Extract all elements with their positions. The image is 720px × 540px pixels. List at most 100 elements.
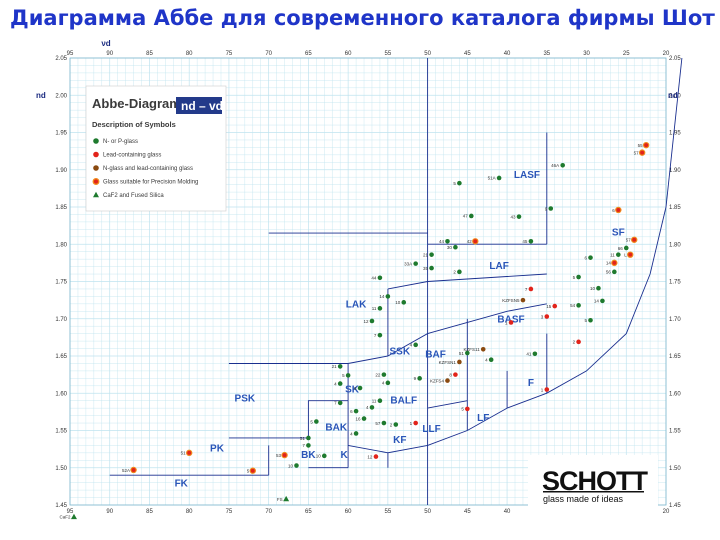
y-tick-label-right: 1.50 bbox=[669, 466, 681, 472]
y-tick-label-left: 1.80 bbox=[55, 242, 67, 248]
brand-tagline: glass made of ideas bbox=[543, 494, 624, 504]
axis-ticks: 9595909085858080757570706565606055555050… bbox=[36, 39, 681, 515]
data-point bbox=[560, 162, 565, 168]
legend-item-label: Lead-containing glass bbox=[103, 153, 161, 159]
data-point bbox=[520, 297, 526, 303]
data-point bbox=[185, 449, 193, 457]
x-tick-label-bottom: 50 bbox=[424, 509, 431, 515]
data-point-label: KZFS4 bbox=[430, 378, 445, 383]
x-tick-label-bottom: 20 bbox=[663, 509, 670, 515]
data-point-label: 44 bbox=[439, 239, 445, 244]
data-point-label: 21 bbox=[423, 252, 429, 257]
y-tick-label-left: 1.55 bbox=[55, 429, 67, 435]
data-point-label: FS bbox=[277, 497, 283, 502]
data-point-label: 14 bbox=[594, 299, 600, 304]
data-point-label: 21 bbox=[332, 364, 338, 369]
data-point bbox=[623, 245, 629, 251]
data-point-label: 1 bbox=[505, 320, 508, 325]
y-tick-label-left: 2.00 bbox=[55, 93, 67, 99]
y-tick-label-right: 1.55 bbox=[669, 429, 681, 435]
data-point bbox=[600, 298, 605, 304]
region-label-bak: BAK bbox=[325, 423, 347, 434]
data-point-label: 5 bbox=[573, 275, 576, 280]
x-tick-label-bottom: 75 bbox=[226, 509, 233, 515]
data-point-label: 6 bbox=[350, 409, 353, 414]
region-label-sf: SF bbox=[612, 227, 625, 238]
data-point bbox=[385, 294, 391, 299]
data-point bbox=[588, 317, 593, 323]
legend-box: Abbe-Diagram nd – vd Description of Symb… bbox=[85, 85, 227, 212]
legend-dot-icon bbox=[93, 165, 99, 171]
data-point-label: 7 bbox=[302, 443, 305, 448]
data-point-label: 5 bbox=[461, 407, 464, 412]
y-tick-label-right: 1.45 bbox=[669, 503, 681, 509]
y-tick-label-left: 1.50 bbox=[55, 466, 67, 472]
data-point bbox=[373, 454, 379, 459]
data-point bbox=[361, 416, 367, 421]
boundary-line bbox=[348, 444, 388, 454]
data-point bbox=[528, 238, 534, 244]
data-point bbox=[469, 213, 474, 219]
data-point-label: 14 bbox=[606, 261, 612, 266]
data-point bbox=[306, 435, 311, 441]
data-point bbox=[532, 351, 538, 357]
data-point-label: 53 bbox=[276, 453, 282, 458]
data-point-label: 4 bbox=[366, 405, 369, 410]
y-tick-label-right: 1.80 bbox=[669, 242, 681, 248]
data-point bbox=[457, 180, 462, 186]
data-point bbox=[576, 339, 581, 345]
data-point bbox=[638, 149, 646, 156]
region-label-k: K bbox=[341, 450, 349, 461]
data-point-label: 43 bbox=[510, 214, 516, 219]
x-tick-label-top: 60 bbox=[345, 51, 352, 57]
data-point bbox=[611, 259, 618, 267]
region-label-llf: LLF bbox=[422, 424, 440, 435]
x-tick-label-top: 25 bbox=[623, 51, 630, 57]
data-point-label: 12 bbox=[367, 454, 373, 459]
data-point-label: 45 bbox=[522, 239, 528, 244]
y-tick-label-right: 1.75 bbox=[669, 280, 681, 286]
x-tick-label-top: 55 bbox=[385, 51, 392, 57]
data-point bbox=[306, 443, 311, 448]
data-point-label: 51A bbox=[488, 176, 496, 181]
legend-ring-icon bbox=[92, 178, 100, 185]
data-point bbox=[337, 400, 343, 406]
data-point-label: 6 bbox=[612, 208, 615, 213]
data-point-label: 8 bbox=[449, 372, 452, 377]
data-point bbox=[465, 406, 470, 412]
data-point bbox=[445, 238, 450, 244]
data-point bbox=[417, 376, 422, 381]
region-label-bk: BK bbox=[301, 450, 316, 461]
data-point bbox=[453, 244, 458, 250]
region-label-basf: BASF bbox=[497, 314, 524, 325]
data-point bbox=[377, 306, 383, 311]
data-point bbox=[642, 141, 650, 149]
data-point bbox=[314, 419, 319, 424]
data-point-label: 11 bbox=[372, 399, 377, 404]
y-tick-label-right: 2.00 bbox=[669, 93, 681, 99]
data-point-label: 1 bbox=[541, 387, 544, 392]
data-point-label: 4 bbox=[410, 343, 413, 348]
data-point-label: 5 bbox=[584, 318, 587, 323]
data-point-label: 5 bbox=[342, 373, 345, 378]
data-point-label: 14 bbox=[379, 294, 385, 299]
data-point-label: 3 bbox=[541, 314, 544, 319]
data-point-label: 15 bbox=[546, 304, 552, 309]
y-tick-label-right: 1.65 bbox=[669, 354, 681, 360]
data-point bbox=[544, 387, 550, 392]
data-point bbox=[369, 318, 375, 324]
data-point bbox=[480, 346, 486, 352]
data-point bbox=[377, 332, 383, 338]
x-tick-label-bottom: 65 bbox=[305, 509, 312, 515]
legend-item-label: N- or P-glass bbox=[103, 139, 138, 145]
x-tick-label-top: 90 bbox=[106, 51, 113, 57]
data-point bbox=[130, 466, 137, 474]
data-point bbox=[429, 252, 434, 257]
x-tick-label-bottom: 45 bbox=[464, 509, 471, 515]
data-point-label: 30 bbox=[447, 245, 453, 250]
x-tick-label-bottom: 60 bbox=[345, 509, 352, 515]
data-point bbox=[488, 357, 494, 363]
data-point-label: 12 bbox=[363, 319, 369, 324]
legend-dot-icon bbox=[93, 138, 99, 144]
